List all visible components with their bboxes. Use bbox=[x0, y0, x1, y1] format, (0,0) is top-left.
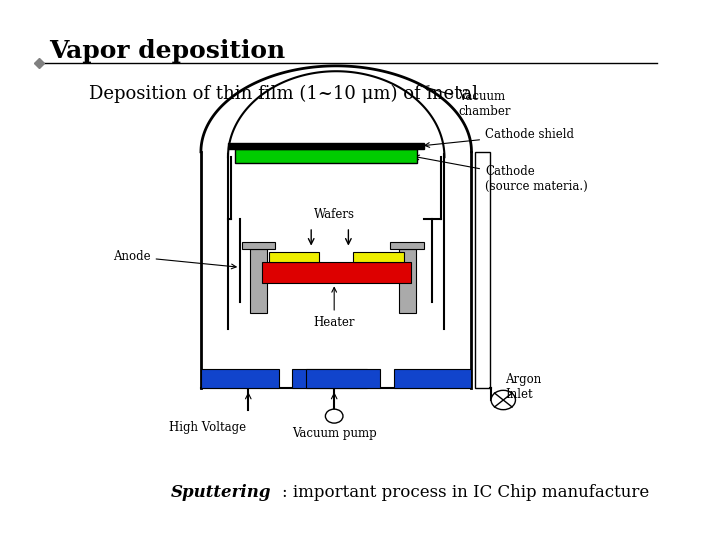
FancyBboxPatch shape bbox=[241, 242, 275, 248]
Circle shape bbox=[491, 390, 516, 410]
FancyBboxPatch shape bbox=[269, 252, 319, 262]
Text: Cathode shield: Cathode shield bbox=[425, 128, 574, 147]
Circle shape bbox=[325, 409, 343, 423]
Text: Wafers: Wafers bbox=[314, 207, 355, 220]
Text: Heater: Heater bbox=[313, 287, 355, 329]
Text: Cathode
(source materia.): Cathode (source materia.) bbox=[415, 155, 588, 193]
FancyBboxPatch shape bbox=[250, 248, 267, 313]
FancyBboxPatch shape bbox=[353, 252, 404, 262]
Text: : important process in IC Chip manufacture: : important process in IC Chip manufactu… bbox=[282, 484, 649, 502]
FancyBboxPatch shape bbox=[235, 149, 418, 163]
FancyBboxPatch shape bbox=[399, 248, 415, 313]
FancyBboxPatch shape bbox=[201, 369, 279, 388]
FancyBboxPatch shape bbox=[394, 369, 472, 388]
Text: Vacuum pump: Vacuum pump bbox=[292, 427, 377, 440]
FancyBboxPatch shape bbox=[306, 369, 380, 388]
Text: Anode: Anode bbox=[113, 250, 236, 269]
Text: Argon
Inlet: Argon Inlet bbox=[505, 373, 541, 401]
Text: Deposition of thin film (1~10 μm) of metal: Deposition of thin film (1~10 μm) of met… bbox=[89, 85, 478, 103]
FancyBboxPatch shape bbox=[292, 369, 366, 388]
FancyBboxPatch shape bbox=[262, 262, 410, 284]
Text: Vapor deposition: Vapor deposition bbox=[49, 39, 285, 63]
Text: High Voltage: High Voltage bbox=[169, 422, 246, 435]
FancyBboxPatch shape bbox=[475, 152, 490, 388]
FancyBboxPatch shape bbox=[228, 143, 424, 149]
Text: Vacuum
chamber: Vacuum chamber bbox=[424, 86, 510, 118]
Text: Sputtering: Sputtering bbox=[171, 484, 271, 502]
FancyBboxPatch shape bbox=[390, 242, 424, 248]
